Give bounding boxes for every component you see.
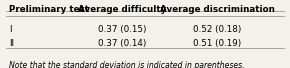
Text: Preliminary test: Preliminary test: [9, 5, 89, 14]
Text: Average difficulty: Average difficulty: [78, 5, 166, 14]
Text: 0.52 (0.18): 0.52 (0.18): [193, 25, 242, 34]
Text: 0.51 (0.19): 0.51 (0.19): [193, 39, 242, 48]
Text: I: I: [9, 25, 11, 34]
Text: 0.37 (0.15): 0.37 (0.15): [97, 25, 146, 34]
Text: II: II: [9, 39, 14, 48]
Text: Average discrimination: Average discrimination: [160, 5, 275, 14]
Text: Note that the standard deviation is indicated in parentheses.: Note that the standard deviation is indi…: [9, 61, 244, 68]
Text: 0.37 (0.14): 0.37 (0.14): [98, 39, 146, 48]
